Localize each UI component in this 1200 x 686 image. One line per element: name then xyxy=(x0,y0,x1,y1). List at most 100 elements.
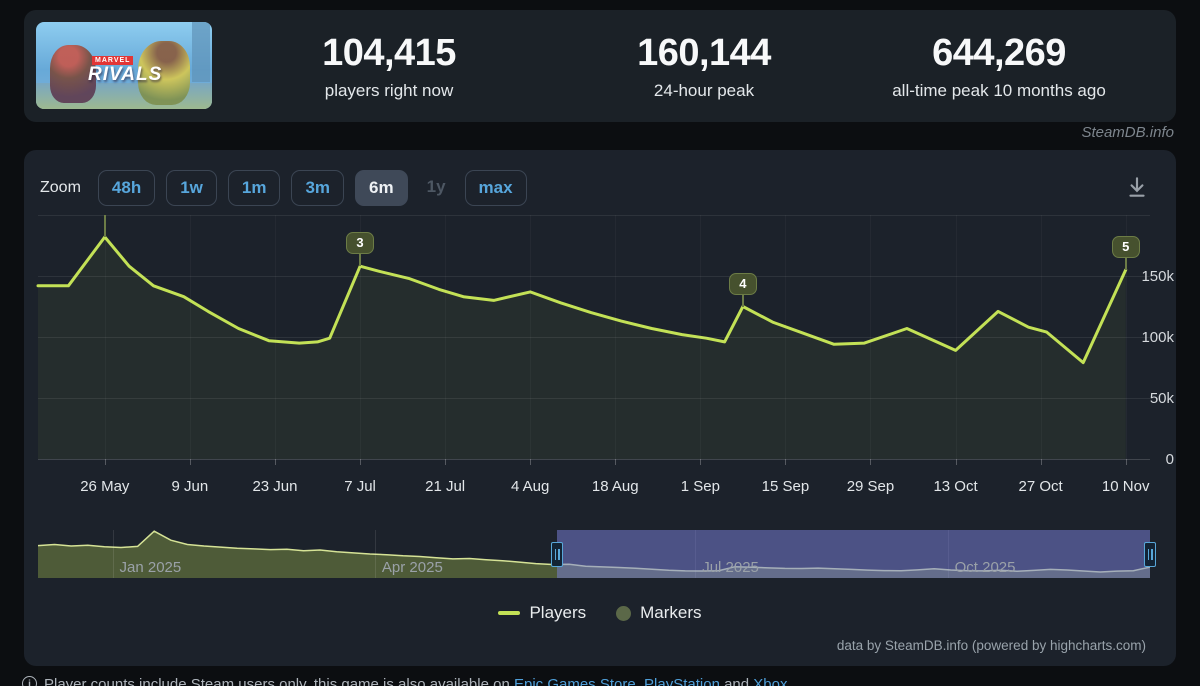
game-title-logo: RIVALS xyxy=(88,64,163,85)
x-gridline xyxy=(785,215,786,459)
players-right-now-label: players right now xyxy=(324,80,454,100)
chart-panel: Zoom 48h 1w 1m 3m 6m 1y max 0 50k 100k 150k 26 May… xyxy=(24,150,1176,666)
steamdb-watermark: SteamDB.info xyxy=(1081,124,1174,141)
x-gridline xyxy=(956,215,957,459)
x-axis-label: 10 Nov xyxy=(1101,478,1150,495)
range-navigator[interactable]: Jan 2025 Apr 2025 Jul 2025 Oct 2025 xyxy=(37,530,1156,578)
navigator-month-label: Jul 2025 xyxy=(702,559,759,576)
x-gridline xyxy=(1041,215,1042,459)
marker-stem xyxy=(359,254,362,267)
zoom-button-max[interactable]: max xyxy=(464,170,527,206)
footnote-segment: and xyxy=(719,676,754,686)
players-line xyxy=(36,235,1128,365)
players-line-series xyxy=(36,235,1128,459)
y-gridline-100k xyxy=(38,337,1150,338)
x-axis-line xyxy=(38,459,1150,460)
players-series-swatch xyxy=(498,611,521,615)
chart-legend: Players Markers xyxy=(24,603,1176,623)
all-time-peak-value: 644,269 xyxy=(932,31,1066,74)
y-gridline-150k xyxy=(38,276,1150,277)
x-tick-mark xyxy=(189,459,191,465)
zoom-button-48h[interactable]: 48h xyxy=(97,170,156,206)
players-right-now-value: 104,415 xyxy=(322,31,456,74)
zoom-button-6m[interactable]: 6m xyxy=(355,170,408,206)
game-brand-logo: MARVEL xyxy=(92,56,134,65)
x-tick-mark xyxy=(1125,459,1127,465)
zoom-label: Zoom xyxy=(40,179,81,196)
footnote-row: i Player counts include Steam users only… xyxy=(22,676,792,686)
x-axis-label: 1 Sep xyxy=(680,478,720,495)
x-gridline xyxy=(870,215,871,459)
zoom-button-1m[interactable]: 1m xyxy=(227,170,281,206)
navigator-month-separator xyxy=(112,530,114,578)
marker-stem xyxy=(741,294,744,307)
x-tick-mark xyxy=(615,459,617,465)
x-gridline xyxy=(190,215,191,459)
y-axis-label-100k: 100k xyxy=(1141,329,1174,346)
marker-badge-4[interactable]: 4 xyxy=(728,272,757,295)
x-gridline xyxy=(105,215,106,459)
navigator-month-label: Apr 2025 xyxy=(381,559,443,576)
navigator-month-label: Oct 2025 xyxy=(954,559,1016,576)
x-axis-label: 4 Aug xyxy=(511,478,550,495)
download-icon[interactable] xyxy=(1124,174,1150,200)
footnote-segment: Player counts include Steam users only, … xyxy=(44,676,514,686)
footnote-segment: . xyxy=(787,676,792,686)
x-axis-label: 9 Jun xyxy=(171,478,209,495)
header-stats-card: MARVEL RIVALS 104,415 players right now … xyxy=(24,10,1176,122)
y-axis-label-150k: 150k xyxy=(1141,268,1174,285)
x-tick-mark xyxy=(1040,459,1042,465)
peak-24h-label: 24-hour peak xyxy=(653,80,755,100)
footnote-text: Player counts include Steam users only, … xyxy=(44,676,792,686)
chart-credit: data by SteamDB.info (powered by highcha… xyxy=(836,638,1146,653)
info-circle-icon: i xyxy=(22,676,37,686)
legend-item-players[interactable]: Players xyxy=(498,603,586,623)
x-tick-mark xyxy=(360,459,362,465)
footnote-link[interactable]: PlayStation xyxy=(644,676,720,686)
legend-item-markers[interactable]: Markers xyxy=(616,603,702,623)
marker-badge-3[interactable]: 3 xyxy=(346,232,375,255)
navigator-right-handle[interactable] xyxy=(1144,542,1156,567)
x-tick-mark xyxy=(870,459,872,465)
x-gridline xyxy=(275,215,276,459)
navigator-selected-range[interactable] xyxy=(557,530,1150,578)
footnote-link[interactable]: Xbox xyxy=(753,676,788,686)
footnote-link[interactable]: Epic Games Store xyxy=(513,676,636,686)
x-axis-label: 21 Jul xyxy=(425,478,466,495)
navigator-left-handle[interactable] xyxy=(551,542,564,567)
x-axis-label: 15 Sep xyxy=(761,478,810,495)
players-legend-label: Players xyxy=(529,603,587,622)
x-gridline xyxy=(700,215,701,459)
x-gridline xyxy=(530,215,531,459)
footnote-segment: , xyxy=(635,676,645,686)
players-area-fill xyxy=(38,237,1126,459)
zoom-button-1y: 1y xyxy=(426,177,446,196)
stat-24-hour-peak: 160,144 24-hour peak xyxy=(569,10,839,122)
x-axis-label: 13 Oct xyxy=(933,478,978,495)
x-axis-label: 18 Aug xyxy=(591,478,639,495)
x-axis-label: 7 Jul xyxy=(344,478,376,495)
zoom-toolbar: Zoom 48h 1w 1m 3m 6m 1y max xyxy=(40,170,527,206)
x-axis-label: 27 Oct xyxy=(1018,478,1063,495)
zoom-button-3m[interactable]: 3m xyxy=(291,170,345,206)
y-axis-label-50k: 50k xyxy=(1149,390,1174,407)
y-axis-label-0: 0 xyxy=(1165,451,1174,468)
player-count-chart[interactable]: 0 50k 100k 150k 26 May 9 Jun 23 Jun 7 Jul 21 Jul… xyxy=(36,215,1174,495)
marker-stem xyxy=(1124,257,1127,270)
capsule-art-character-right xyxy=(138,41,190,105)
game-capsule-image[interactable]: MARVEL RIVALS xyxy=(36,22,212,109)
x-tick-mark xyxy=(274,459,276,465)
x-gridline xyxy=(445,215,446,459)
zoom-button-1w[interactable]: 1w xyxy=(166,170,217,206)
markers-series-swatch xyxy=(616,605,632,621)
x-axis-label: 23 Jun xyxy=(252,478,298,495)
stat-all-time-peak: 644,269 all-time peak 10 months ago xyxy=(834,10,1164,122)
marker-stem xyxy=(103,215,106,237)
zoom-button-group: 48h 1w 1m 3m 6m 1y max xyxy=(97,170,527,206)
y-gridline-200k xyxy=(38,215,1150,216)
navigator-month-label: Jan 2025 xyxy=(119,559,182,576)
capsule-art xyxy=(192,22,210,82)
x-gridline xyxy=(615,215,616,459)
marker-badge-5[interactable]: 5 xyxy=(1111,235,1140,258)
